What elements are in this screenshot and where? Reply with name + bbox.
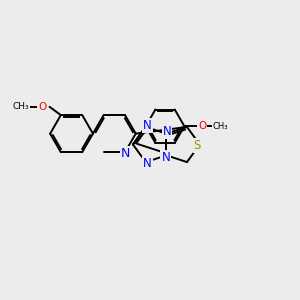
Text: S: S bbox=[194, 139, 201, 152]
Text: N: N bbox=[163, 125, 171, 138]
Text: CH₃: CH₃ bbox=[212, 122, 228, 131]
Text: N: N bbox=[121, 147, 130, 160]
Text: N: N bbox=[161, 151, 170, 164]
Text: CH₃: CH₃ bbox=[13, 102, 30, 111]
Text: N: N bbox=[143, 119, 152, 132]
Text: N: N bbox=[143, 157, 152, 170]
Text: O: O bbox=[198, 121, 206, 131]
Text: O: O bbox=[38, 102, 46, 112]
